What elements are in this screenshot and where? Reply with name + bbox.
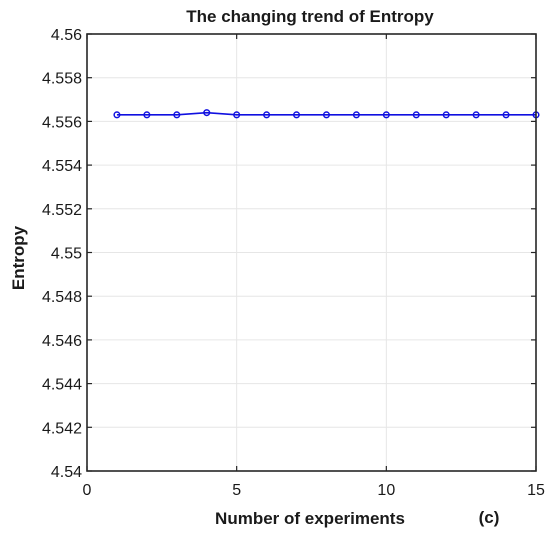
data-point xyxy=(412,111,420,119)
data-point xyxy=(292,111,301,119)
x-axis-label: Number of experiments xyxy=(215,509,405,528)
x-tick-label: 5 xyxy=(232,482,241,499)
x-tick-label: 10 xyxy=(377,482,395,499)
y-tick-label: 4.548 xyxy=(42,289,82,306)
data-point xyxy=(113,111,121,119)
y-axis-label: Entropy xyxy=(9,225,28,290)
data-point xyxy=(472,111,480,119)
data-point xyxy=(203,109,211,117)
y-tick-label: 4.56 xyxy=(51,27,82,44)
data-point xyxy=(382,111,390,119)
data-point xyxy=(442,111,450,119)
data-point xyxy=(352,111,360,119)
tick-labels: 0 5 10 15 4.54 4.542 4.544 4.546 4.548 4.55 4.552 4… xyxy=(42,27,545,499)
data-point xyxy=(233,111,241,119)
x-tick-label: 0 xyxy=(83,482,92,499)
y-tick-label: 4.542 xyxy=(42,420,82,437)
x-tick-label: 15 xyxy=(527,482,545,499)
y-tick-label: 4.544 xyxy=(42,377,82,394)
y-tick-label: 4.546 xyxy=(42,333,82,350)
y-tick-label: 4.556 xyxy=(42,114,82,131)
data-point xyxy=(263,111,271,119)
series-line xyxy=(116,111,536,116)
data-point xyxy=(143,111,151,119)
y-tick-label: 4.54 xyxy=(51,464,82,481)
panel-label: (c) xyxy=(479,508,500,527)
axis-ticks xyxy=(86,33,537,472)
y-tick-label: 4.552 xyxy=(42,202,82,219)
data-point xyxy=(322,111,331,119)
chart-title: The changing trend of Entropy xyxy=(186,7,434,26)
y-tick-label: 4.554 xyxy=(42,158,82,175)
data-point xyxy=(502,111,510,119)
grid-lines xyxy=(86,33,537,472)
y-tick-label: 4.55 xyxy=(51,246,82,263)
data-point xyxy=(173,111,181,119)
y-tick-label: 4.558 xyxy=(42,71,82,88)
plot-series xyxy=(113,109,540,119)
